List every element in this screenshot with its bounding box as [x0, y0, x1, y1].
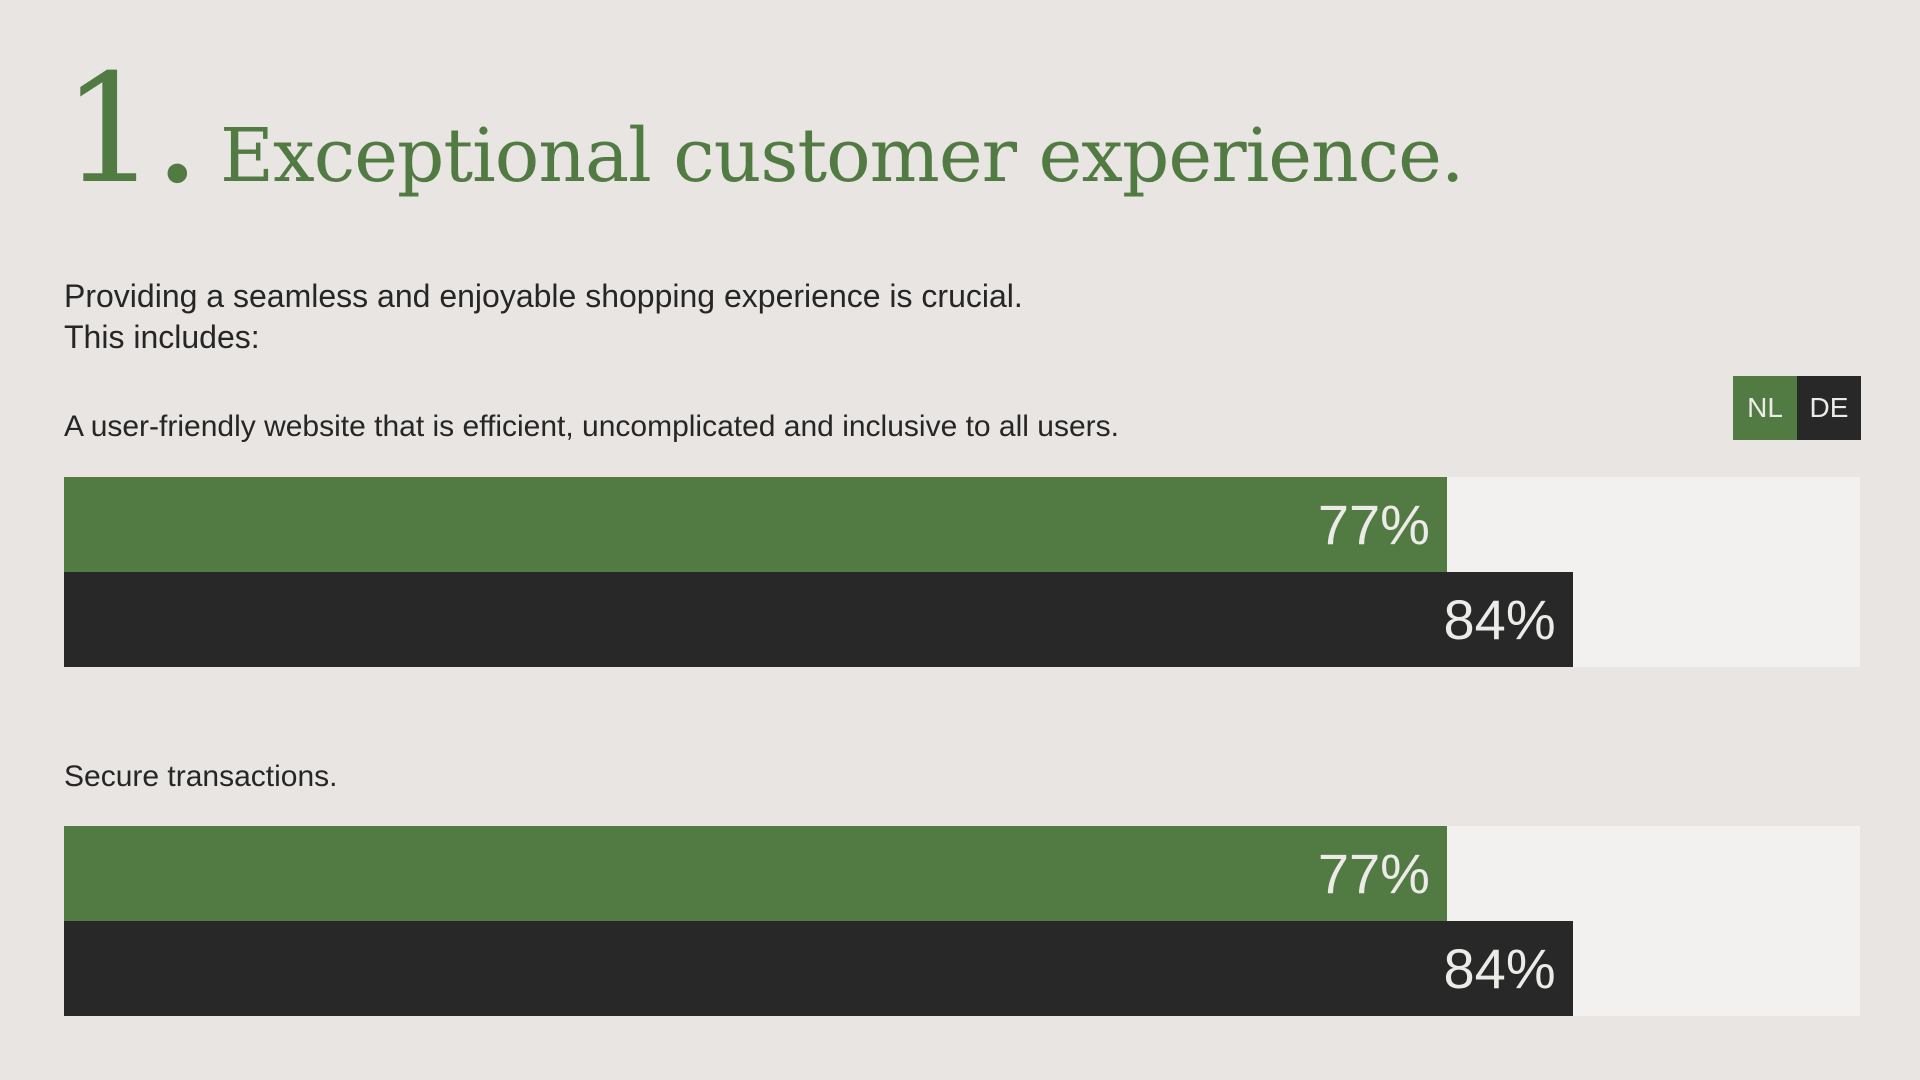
section-number: 1.	[62, 43, 201, 217]
page-title: Exceptional customer experience.	[220, 113, 1464, 199]
bar-de-user-friendly: 84%	[64, 572, 1573, 667]
bar-nl-user-friendly: 77%	[64, 477, 1447, 572]
bar-track-secure-transactions: 77% 84%	[64, 826, 1860, 1016]
bar-value-label: 84%	[1443, 588, 1556, 651]
category-label-user-friendly: A user-friendly website that is efficien…	[64, 410, 1119, 443]
intro-line-2: This includes:	[64, 319, 260, 355]
bar-value-label: 77%	[1317, 842, 1430, 905]
bar-de-secure-transactions: 84%	[64, 921, 1573, 1016]
legend-item-de[interactable]: DE	[1797, 376, 1861, 440]
heading: 1. Exceptional customer experience.	[62, 43, 1464, 217]
intro-text: Providing a seamless and enjoyable shopp…	[64, 276, 1023, 358]
category-label-secure-transactions: Secure transactions.	[64, 760, 338, 793]
bar-value-label: 84%	[1443, 937, 1556, 1000]
bar-nl-secure-transactions: 77%	[64, 826, 1447, 921]
bar-value-label: 77%	[1317, 493, 1430, 556]
legend: NL DE	[1733, 376, 1861, 440]
intro-line-1: Providing a seamless and enjoyable shopp…	[64, 278, 1023, 314]
bar-track-user-friendly: 77% 84%	[64, 477, 1860, 667]
legend-item-nl[interactable]: NL	[1733, 376, 1797, 440]
